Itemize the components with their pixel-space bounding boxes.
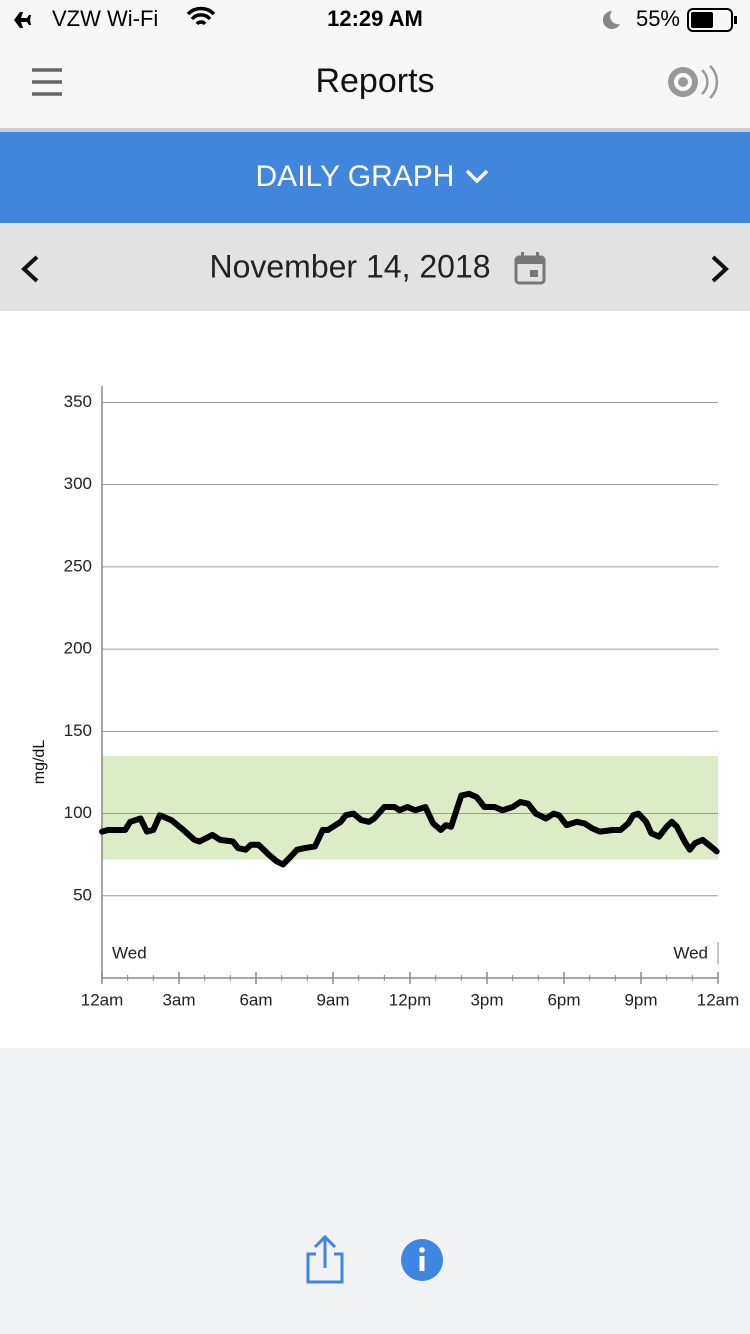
previous-day[interactable] [21,255,39,283]
y-tick-label: 350 [64,392,92,411]
x-tick-label: 3pm [470,990,503,1009]
calendar-button[interactable] [514,252,546,285]
dropdown-chevron [465,169,489,184]
battery-icon [687,8,733,32]
airplane-icon [14,12,31,28]
y-axis-label: mg/dL [31,740,48,785]
moon-icon [602,10,620,29]
date-bar [0,223,750,311]
next-day[interactable] [711,255,729,283]
x-tick-label: 9am [316,990,349,1009]
y-tick-label: 150 [64,721,92,740]
info-button[interactable] [401,1239,443,1281]
y-tick-label: 50 [73,885,92,904]
x-tick-label: 12am [81,990,124,1009]
date-label: November 14, 2018 [209,248,490,284]
x-tick-label: 12pm [389,990,432,1009]
y-tick-label: 200 [64,639,92,658]
x-tick-label: 9pm [624,990,657,1009]
wifi-icon [186,6,216,26]
x-tick-label: 6pm [547,990,580,1009]
day-label: Wed [673,943,708,962]
top-bar [0,0,750,128]
report-selector[interactable]: DAILY GRAPH [256,160,455,193]
separator [0,128,750,132]
nav-title: Reports [315,62,434,100]
report-selector-bar[interactable] [0,132,750,223]
carrier: VZW Wi-Fi [52,6,158,31]
chart-panel [0,311,750,1048]
glucose-line [99,790,720,868]
chart: 50 100 150 200 250 300 350 mg/dL 12am 3am 6am 9am 12… [31,386,739,1009]
share-button[interactable] [306,1234,344,1284]
x-tick-label: 12am [697,990,740,1009]
menu-button[interactable] [32,68,62,96]
day-label: Wed [112,943,147,962]
sensor-button[interactable] [668,65,719,99]
x-tick-label: 3am [162,990,195,1009]
battery-level: 55% [636,6,680,31]
x-tick-label: 6am [239,990,272,1009]
y-tick-label: 250 [64,556,92,575]
y-tick-label: 100 [64,803,92,822]
clock: 12:29 AM [327,6,423,31]
y-tick-label: 300 [64,474,92,493]
battery-fill [691,12,713,28]
battery-tip [734,16,737,24]
